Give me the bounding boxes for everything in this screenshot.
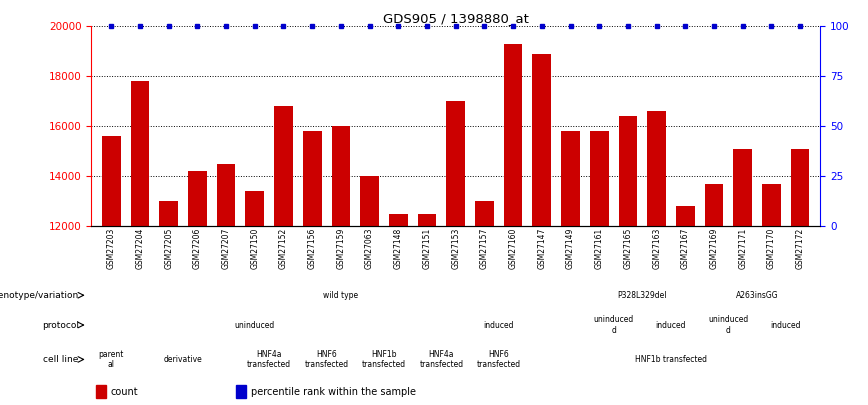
- Bar: [762, 183, 781, 405]
- Bar: [360, 176, 379, 405]
- Text: uninduced
d: uninduced d: [594, 315, 634, 335]
- Bar: [705, 183, 723, 405]
- Text: genotype/variation: genotype/variation: [0, 291, 79, 300]
- Bar: [590, 131, 608, 405]
- Bar: [160, 201, 178, 405]
- Bar: [303, 131, 321, 405]
- Bar: [389, 213, 408, 405]
- Bar: [676, 206, 694, 405]
- Text: count: count: [111, 387, 139, 397]
- Text: cell line: cell line: [43, 355, 79, 364]
- Bar: [446, 101, 465, 405]
- Bar: [619, 116, 637, 405]
- Text: protocol: protocol: [42, 320, 79, 330]
- Text: parent
al: parent al: [99, 350, 124, 369]
- Bar: [130, 81, 149, 405]
- Bar: [217, 164, 235, 405]
- Text: induced: induced: [771, 320, 801, 330]
- Bar: [648, 111, 666, 405]
- Bar: [95, 385, 107, 399]
- Text: wild type: wild type: [323, 291, 358, 300]
- Bar: [475, 201, 494, 405]
- Bar: [418, 213, 437, 405]
- Text: P328L329del: P328L329del: [617, 291, 667, 300]
- Bar: [102, 136, 121, 405]
- Bar: [503, 44, 523, 405]
- Text: percentile rank within the sample: percentile rank within the sample: [251, 387, 416, 397]
- Text: uninduced
d: uninduced d: [708, 315, 748, 335]
- Bar: [733, 149, 752, 405]
- Text: HNF4a
transfected: HNF4a transfected: [247, 350, 291, 369]
- Text: uninduced: uninduced: [234, 320, 275, 330]
- Bar: [532, 54, 551, 405]
- Text: HNF1b transfected: HNF1b transfected: [635, 355, 707, 364]
- Text: derivative: derivative: [164, 355, 202, 364]
- Text: HNF6
transfected: HNF6 transfected: [305, 350, 349, 369]
- Bar: [235, 385, 247, 399]
- Bar: [188, 171, 207, 405]
- Text: HNF1b
transfected: HNF1b transfected: [362, 350, 406, 369]
- Text: HNF4a
transfected: HNF4a transfected: [419, 350, 464, 369]
- Text: induced: induced: [655, 320, 687, 330]
- Text: HNF6
transfected: HNF6 transfected: [477, 350, 521, 369]
- Bar: [274, 106, 293, 405]
- Bar: [791, 149, 810, 405]
- Bar: [332, 126, 350, 405]
- Bar: [562, 131, 580, 405]
- Bar: [246, 191, 264, 405]
- Text: induced: induced: [483, 320, 514, 330]
- Title: GDS905 / 1398880_at: GDS905 / 1398880_at: [383, 12, 529, 25]
- Text: A263insGG: A263insGG: [736, 291, 779, 300]
